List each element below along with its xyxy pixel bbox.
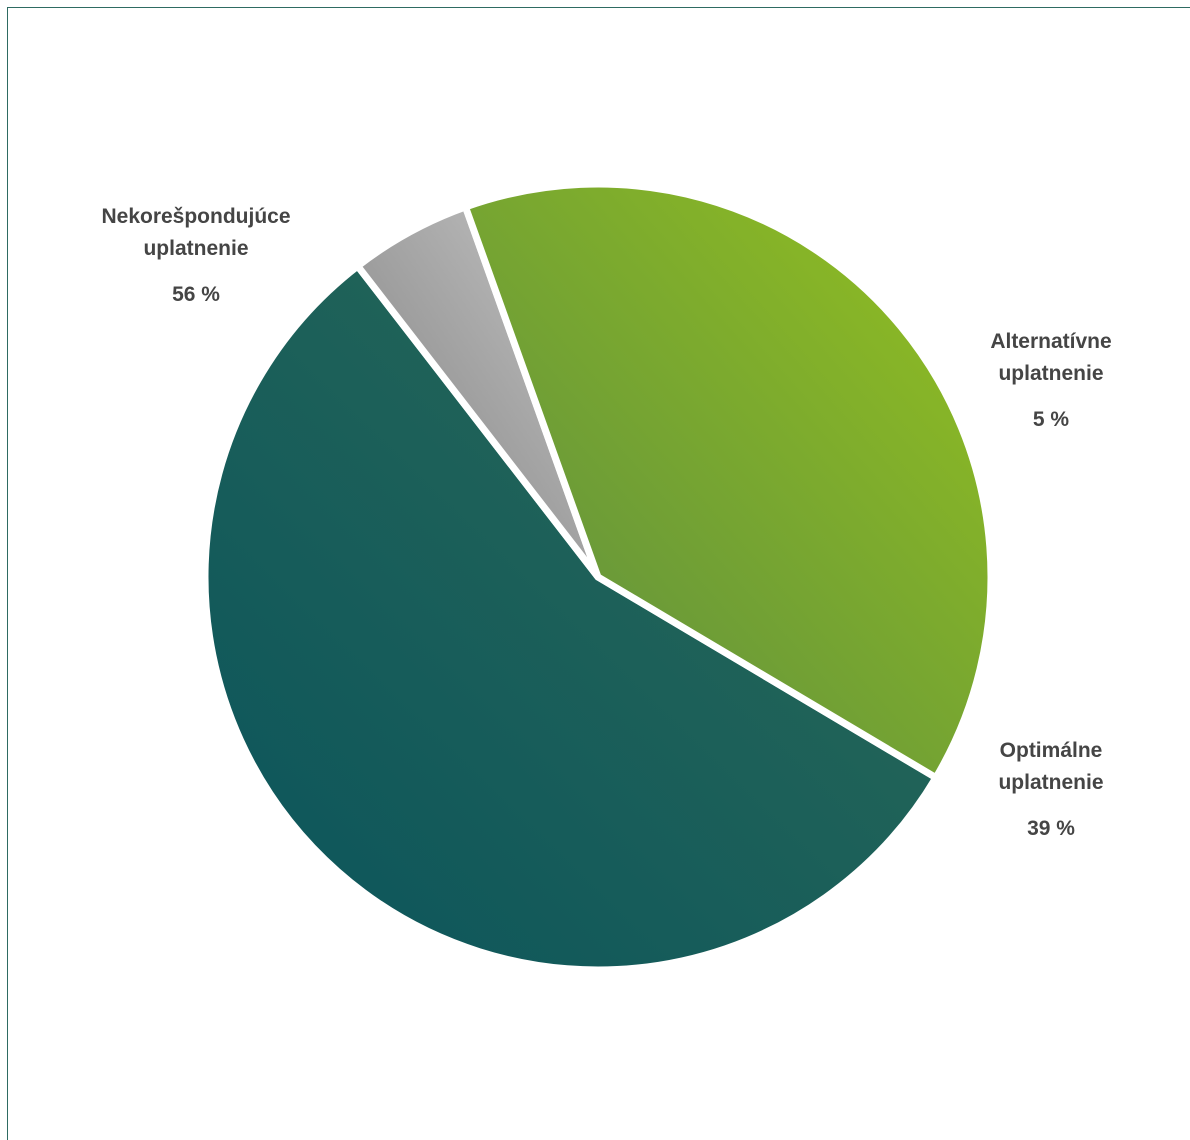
slice-label-name: Optimálne uplatnenie — [998, 739, 1104, 794]
slice-label-nekorespondujuce: Nekorešpondujúce uplatnenie 56 % — [60, 201, 332, 311]
chart-frame — [7, 7, 1190, 1140]
slice-label-value: 56 % — [172, 283, 220, 306]
slice-nekorespondujuce — [201, 262, 940, 974]
slice-label-value: 39 % — [1027, 817, 1075, 840]
slice-label-optimalne: Optimálne uplatnenie 39 % — [968, 735, 1134, 845]
slice-label-name: Nekorešpondujúce uplatnenie — [101, 205, 291, 260]
slice-label-alternativne: Alternatívne uplatnenie 5 % — [955, 326, 1147, 436]
slice-optimalne — [462, 180, 995, 782]
slice-label-value: 5 % — [1032, 408, 1070, 431]
slice-label-name: Alternatívne uplatnenie — [990, 330, 1112, 385]
